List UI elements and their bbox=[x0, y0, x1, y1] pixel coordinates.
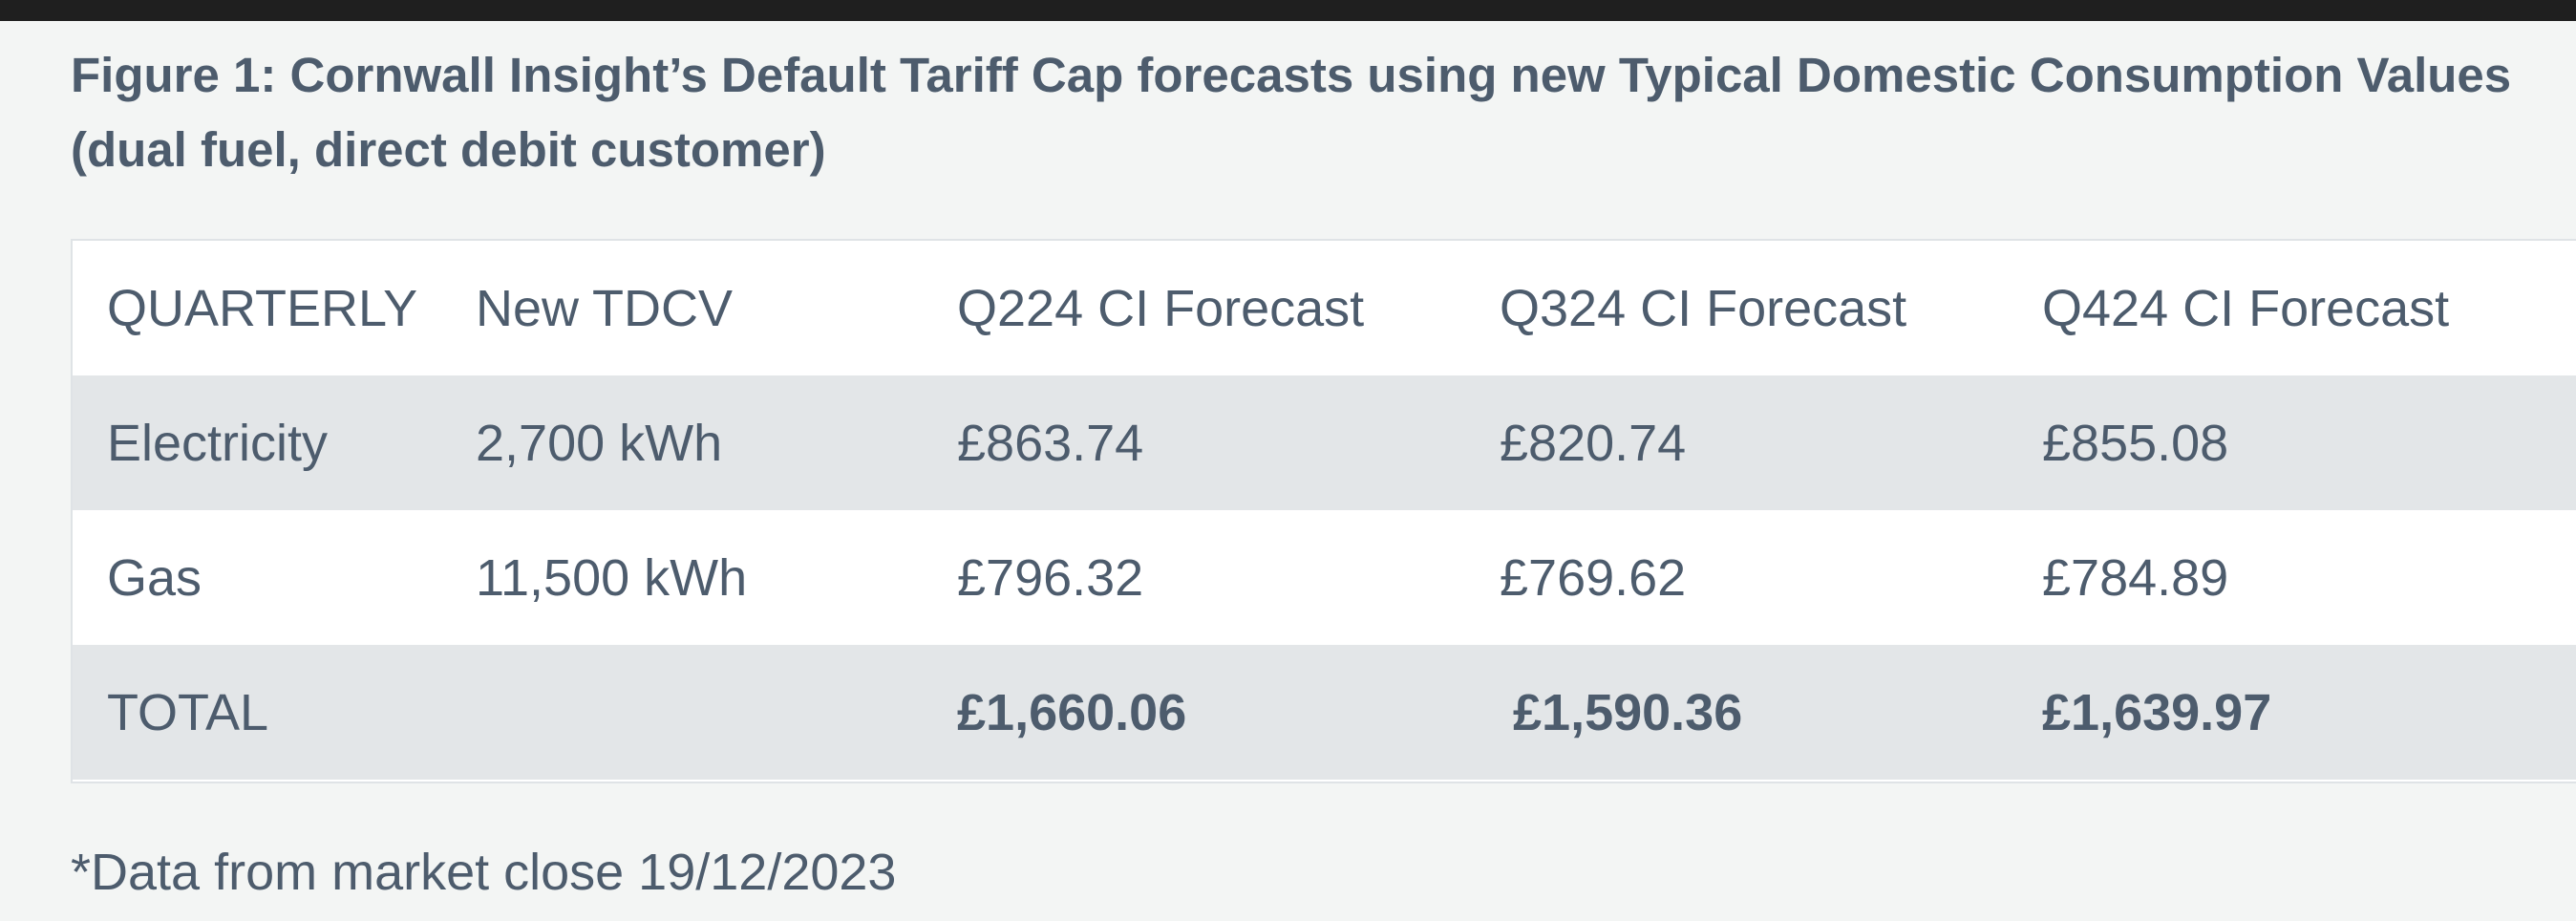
electricity-q424: £855.08 bbox=[2042, 375, 2576, 510]
table-row-total: TOTAL £1,660.06 £1,590.36 £1,639.97 bbox=[73, 645, 2576, 780]
total-q424: £1,639.97 bbox=[2042, 645, 2576, 780]
header-cell-q224: Q224 CI Forecast bbox=[957, 279, 1365, 337]
table-row-gas: Gas 11,500 kWh £796.32 £769.62 £784.89 bbox=[73, 510, 2576, 645]
tariff-forecast-table: QUARTERLY New TDCV Q224 CI Forecast Q324… bbox=[73, 241, 2576, 780]
tariff-table-container: QUARTERLY New TDCV Q224 CI Forecast Q324… bbox=[71, 239, 2576, 783]
gas-q324: £769.62 bbox=[1500, 548, 1687, 607]
electricity-q324: £820.74 bbox=[1500, 375, 2042, 510]
browser-top-bar bbox=[0, 0, 2576, 21]
header-cell-q424: Q424 CI Forecast bbox=[2042, 279, 2450, 337]
footnote: *Data from market close 19/12/2023 bbox=[71, 844, 897, 901]
table-header-row: QUARTERLY New TDCV Q224 CI Forecast Q324… bbox=[73, 241, 2576, 375]
gas-q424: £784.89 bbox=[2042, 548, 2229, 607]
row-label-electricity: Electricity bbox=[73, 375, 476, 510]
gas-tdcv: 11,500 kWh bbox=[476, 548, 748, 607]
figure-caption: Figure 1: Cornwall Insight’s Default Tar… bbox=[71, 48, 2512, 177]
total-q224: £1,660.06 bbox=[957, 645, 1500, 780]
total-q324: £1,590.36 bbox=[1500, 645, 2042, 780]
electricity-q224: £863.74 bbox=[957, 375, 1500, 510]
row-label-total: TOTAL bbox=[73, 645, 476, 780]
total-tdcv bbox=[476, 645, 957, 780]
gas-q224: £796.32 bbox=[957, 548, 1144, 607]
electricity-tdcv: 2,700 kWh bbox=[476, 375, 957, 510]
header-cell-quarterly: QUARTERLY bbox=[107, 279, 418, 337]
row-label-gas: Gas bbox=[107, 548, 202, 607]
table-row-electricity: Electricity 2,700 kWh £863.74 £820.74 £8… bbox=[73, 375, 2576, 510]
header-cell-tdcv: New TDCV bbox=[476, 279, 734, 337]
header-cell-q324: Q324 CI Forecast bbox=[1500, 279, 1907, 337]
